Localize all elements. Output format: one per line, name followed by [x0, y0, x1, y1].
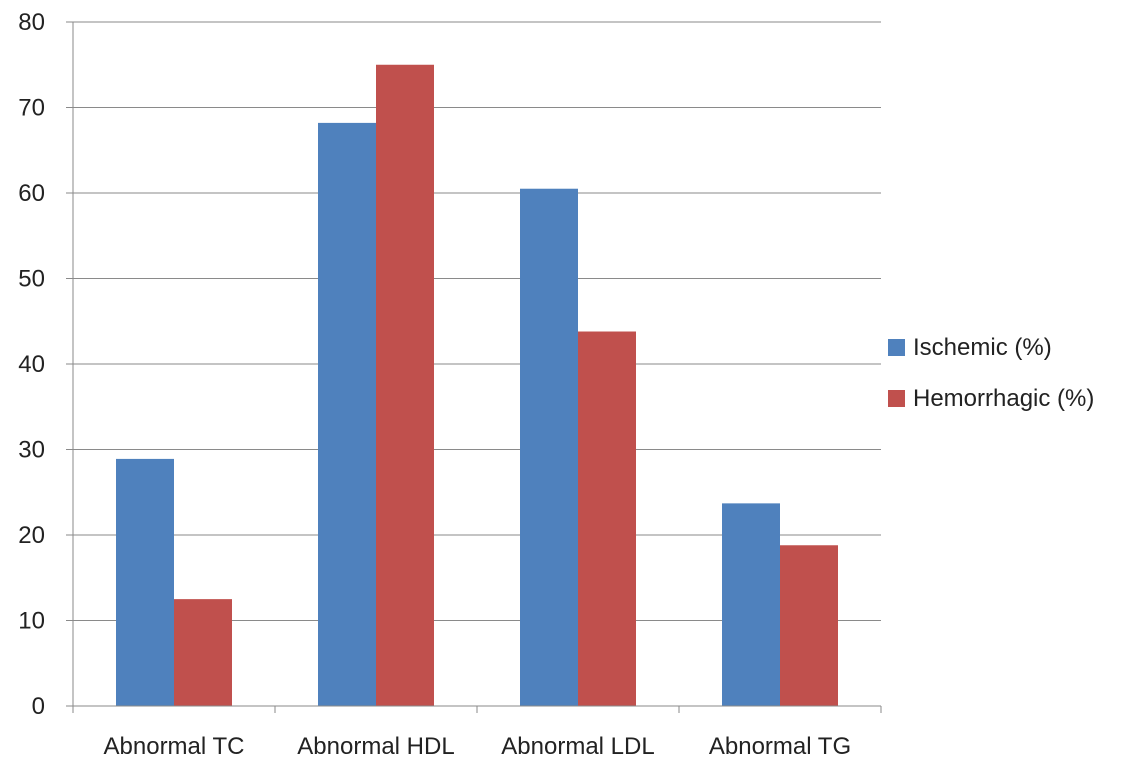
x-tick-label: Abnormal TC: [104, 733, 245, 760]
y-tick-label: 30: [18, 437, 45, 464]
y-tick-label: 10: [18, 608, 45, 635]
y-tick-labels: 0 10 20 30 40 50 60 70 80: [18, 9, 45, 720]
legend-swatch: [888, 390, 905, 407]
y-tick-label: 0: [32, 693, 45, 720]
y-tick-label: 60: [18, 180, 45, 207]
legend-label: Hemorrhagic (%): [913, 385, 1094, 412]
x-tick-labels: Abnormal TC Abnormal HDL Abnormal LDL Abnor…: [104, 733, 852, 760]
legend-swatch: [888, 339, 905, 356]
y-tick-label: 80: [18, 9, 45, 36]
y-tick-label: 20: [18, 522, 45, 549]
y-tick-label: 70: [18, 95, 45, 122]
bar-ischemic: [116, 459, 174, 706]
y-tick-label: 40: [18, 351, 45, 378]
bar-hemorrhagic: [780, 545, 838, 706]
bar-ischemic: [722, 503, 780, 706]
legend: Ischemic (%) Hemorrhagic (%): [888, 334, 1094, 412]
x-tick-label: Abnormal HDL: [297, 733, 454, 760]
bar-hemorrhagic: [578, 332, 636, 706]
bar-hemorrhagic: [174, 599, 232, 706]
bars: [116, 65, 838, 706]
legend-label: Ischemic (%): [913, 334, 1052, 361]
bar-ischemic: [318, 123, 376, 706]
x-tick-label: Abnormal LDL: [501, 733, 654, 760]
bar-ischemic: [520, 189, 578, 706]
x-tick-label: Abnormal TG: [709, 733, 851, 760]
bar-hemorrhagic: [376, 65, 434, 706]
y-tick-label: 50: [18, 266, 45, 293]
